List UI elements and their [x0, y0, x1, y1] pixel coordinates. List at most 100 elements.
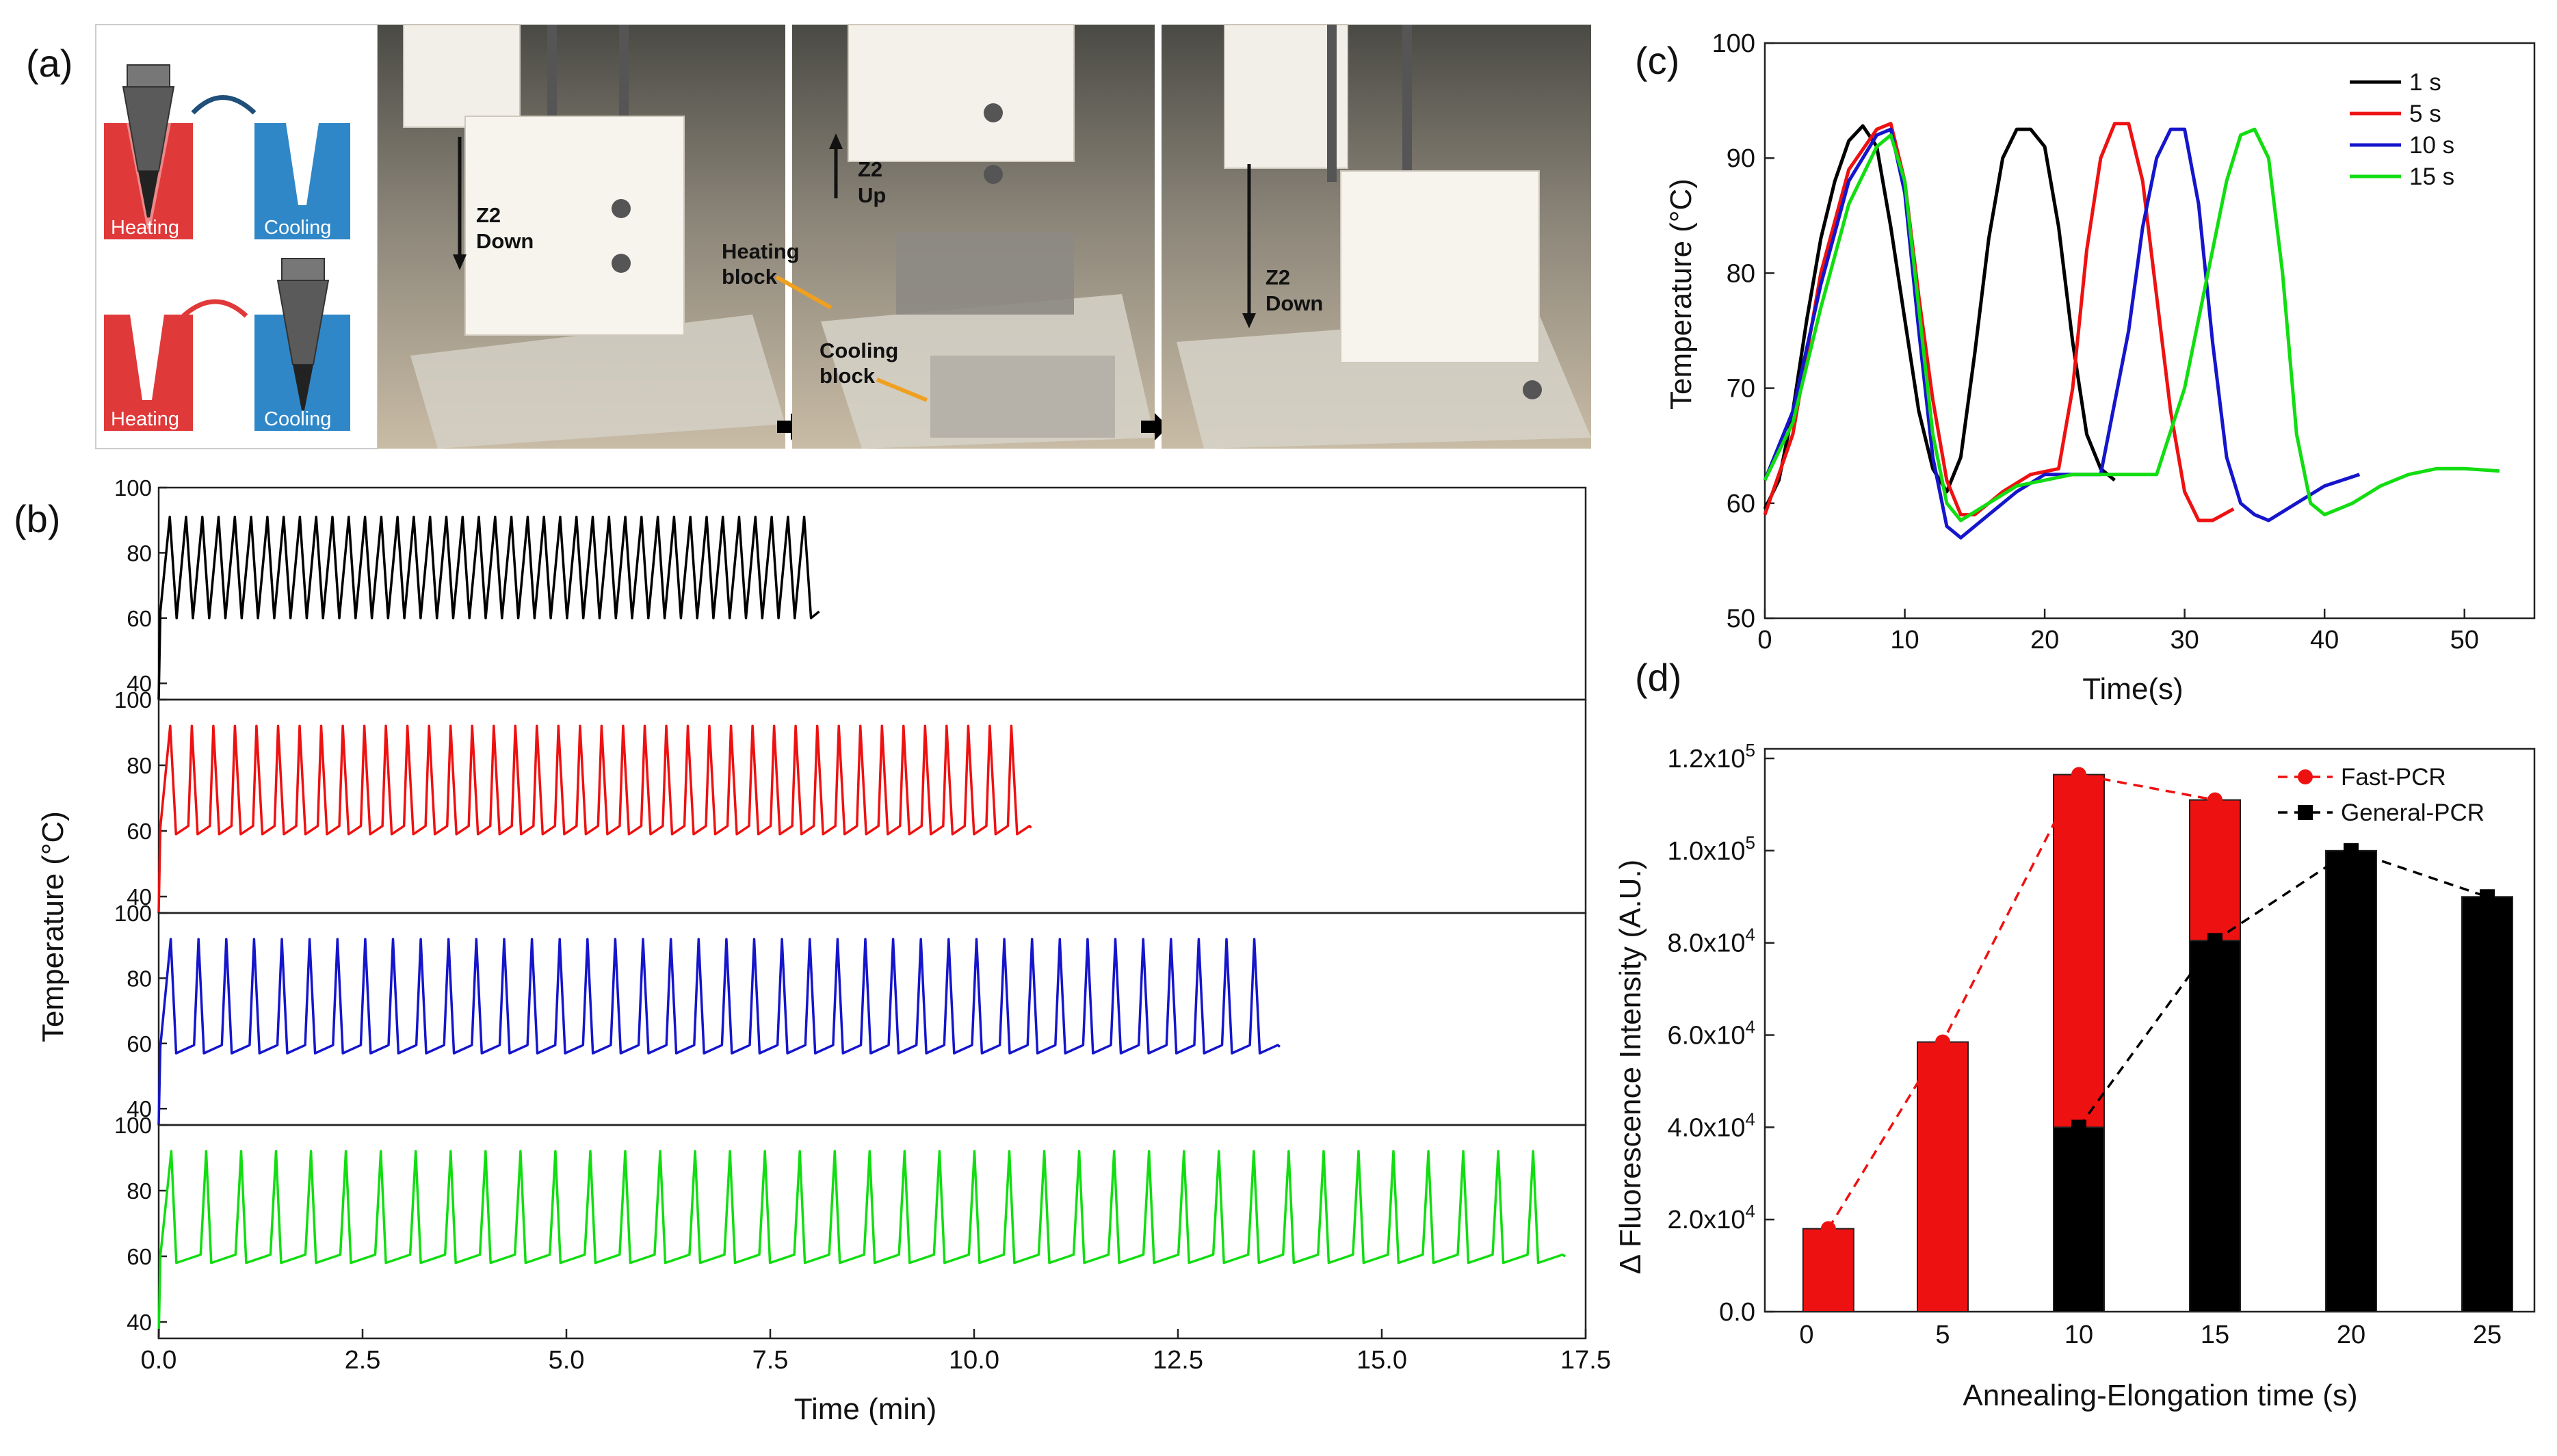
x-tick-label: 5.0 [549, 1346, 585, 1375]
x-tick-label: 10.0 [949, 1346, 999, 1375]
y-tick-label: 40 [127, 671, 152, 696]
x-tick-label: 17.5 [1560, 1346, 1611, 1375]
y-tick-label: 0.0 [1719, 1298, 1755, 1327]
plot-d: 0.02.0x1044.0x1046.0x1048.0x1041.0x1051.… [1667, 740, 2536, 1349]
series-line-5s [1763, 122, 2235, 522]
y-tick-label: 80 [1727, 259, 1755, 288]
panel-c: (c) 0 10 20 30 40 50 50 60 70 80 90 100 Time(s) Tem… [1635, 29, 2536, 706]
x-tick-label: 10 [1890, 626, 1919, 654]
marker-fast-pcr [2071, 767, 2086, 782]
y-tick-exponent: 4 [1746, 1201, 1755, 1221]
y-tick-mantissa: 8.0x10 [1667, 929, 1745, 958]
y-tick-label: 100 [114, 687, 152, 713]
y-tick-mantissa: 1.2x10 [1667, 745, 1745, 773]
x-axis-ticks-b: 0.0 2.5 5.0 7.5 10.0 12.5 15.0 17.5 [141, 1329, 1611, 1375]
x-tick-label: 0 [1799, 1321, 1813, 1349]
y-tick-label: 90 [1727, 144, 1755, 173]
x-axis-label-c: Time(s) [2082, 672, 2183, 706]
down-label-1: Down [476, 229, 534, 253]
legend-label: 5 s [2409, 101, 2441, 127]
cooling-pointer-icon [876, 378, 928, 402]
x-tick-label: 25 [2473, 1321, 2502, 1349]
subplot-frame [157, 1124, 1587, 1340]
y-tick-label: 8.0x104 [1667, 925, 1755, 958]
cooling-block-label-1: Cooling [819, 339, 898, 362]
bar-fast-pcr [1917, 1041, 1969, 1313]
x-tick-label: 2.5 [345, 1346, 381, 1375]
y-tick-label: 100 [114, 475, 152, 501]
plot-frame-d [1763, 747, 2536, 1313]
bar-general-pcr [2461, 896, 2513, 1312]
line-general-pcr [2077, 849, 2488, 1128]
y-tick-exponent: 5 [1746, 740, 1755, 760]
panel-a: (a) Heating Cooling Heating [26, 24, 1591, 449]
line-fast-pcr [1827, 773, 2216, 1230]
y-tick-label: 1.2x105 [1667, 740, 1755, 773]
series-line-10s [157, 938, 1281, 1126]
y-tick-label: 50 [1727, 605, 1755, 633]
panel-a-label: (a) [26, 42, 73, 85]
y-tick-exponent: 5 [1746, 832, 1755, 853]
subplot-5s: 40 60 80 100 [114, 687, 1587, 914]
photo-z2-down-1: Z2 Down [378, 24, 804, 449]
subplot-frame [157, 486, 1587, 701]
legend-label: 1 s [2409, 69, 2441, 96]
plot-c: 0 10 20 30 40 50 50 60 70 80 90 100 [1712, 29, 2536, 654]
z2-label-2: Z2 [858, 157, 882, 181]
x-tick-label: 20 [2030, 626, 2059, 654]
transfer-arrow-icon-2 [181, 299, 248, 318]
y-tick-label: 1.0x105 [1667, 832, 1755, 866]
z2-label-3: Z2 [1266, 265, 1290, 289]
bar-general-pcr [2325, 849, 2377, 1313]
legend-marker [2298, 769, 2313, 784]
x-tick-label: 0 [1757, 626, 1772, 654]
marker-general-pcr [2344, 843, 2359, 858]
y-tick-exponent: 4 [1746, 925, 1755, 945]
bar-fast-pcr [1802, 1228, 1854, 1313]
y-tick-label: 80 [127, 540, 152, 566]
y-tick-mantissa: 0.0 [1719, 1298, 1755, 1327]
y-tick-label: 4.0x104 [1667, 1109, 1755, 1142]
y-tick-label: 100 [114, 1113, 152, 1138]
y-tick-exponent: 4 [1746, 1017, 1755, 1037]
x-axis-label-d: Annealing-Elongation time (s) [1963, 1379, 2357, 1412]
x-tick-label: 10 [2064, 1321, 2093, 1349]
bar-general-pcr [2053, 1126, 2105, 1313]
heating-block-label-1: Heating [722, 239, 800, 263]
cooling-block-top [254, 123, 350, 239]
legend-d: Fast-PCR General-PCR [2278, 764, 2484, 826]
y-tick-label: 40 [127, 884, 152, 910]
y-tick-label: 80 [127, 966, 152, 991]
subplot-frame [157, 698, 1587, 914]
series-line-1s [1763, 124, 2116, 510]
heating-label-bottom: Heating [111, 408, 179, 430]
cooling-label-bottom: Cooling [264, 408, 331, 430]
marker-general-pcr [2207, 933, 2222, 949]
photo-z2-up: Z2 Up Heating block Cooling block [722, 24, 1168, 449]
y-tick-mantissa: 1.0x10 [1667, 837, 1745, 866]
y-tick-mantissa: 6.0x10 [1667, 1022, 1745, 1050]
marker-fast-pcr [1820, 1221, 1836, 1236]
plot-frame-c [1763, 42, 2536, 620]
x-tick-label: 12.5 [1153, 1346, 1203, 1375]
legend-label: General-PCR [2341, 799, 2484, 826]
panel-b: (b) 40 60 80 100 40 60 80 100 40 60 80 100 40 60 80… [14, 475, 1611, 1426]
x-tick-label: 50 [2450, 626, 2479, 654]
marker-fast-pcr [1935, 1034, 1950, 1050]
y-tick-label: 60 [127, 819, 152, 844]
cooling-label-top: Cooling [264, 217, 331, 239]
y-tick-mantissa: 2.0x10 [1667, 1206, 1745, 1234]
legend-label: 10 s [2409, 132, 2454, 159]
y-axis-label-b: Temperature (°C) [36, 811, 70, 1042]
series-line-5s [157, 724, 1032, 914]
cooling-block-label-2: block [819, 364, 876, 388]
marker-general-pcr [2480, 889, 2495, 905]
legend-marker [2298, 805, 2313, 820]
subplot-15s: 40 60 80 100 [114, 1113, 1587, 1340]
y-tick-label: 2.0x104 [1667, 1201, 1755, 1234]
x-tick-label: 15 [2201, 1321, 2229, 1349]
y-tick-label: 80 [127, 753, 152, 778]
x-tick-label: 7.5 [752, 1346, 789, 1375]
x-tick-label: 40 [2310, 626, 2339, 654]
heating-label-top: Heating [111, 217, 179, 239]
